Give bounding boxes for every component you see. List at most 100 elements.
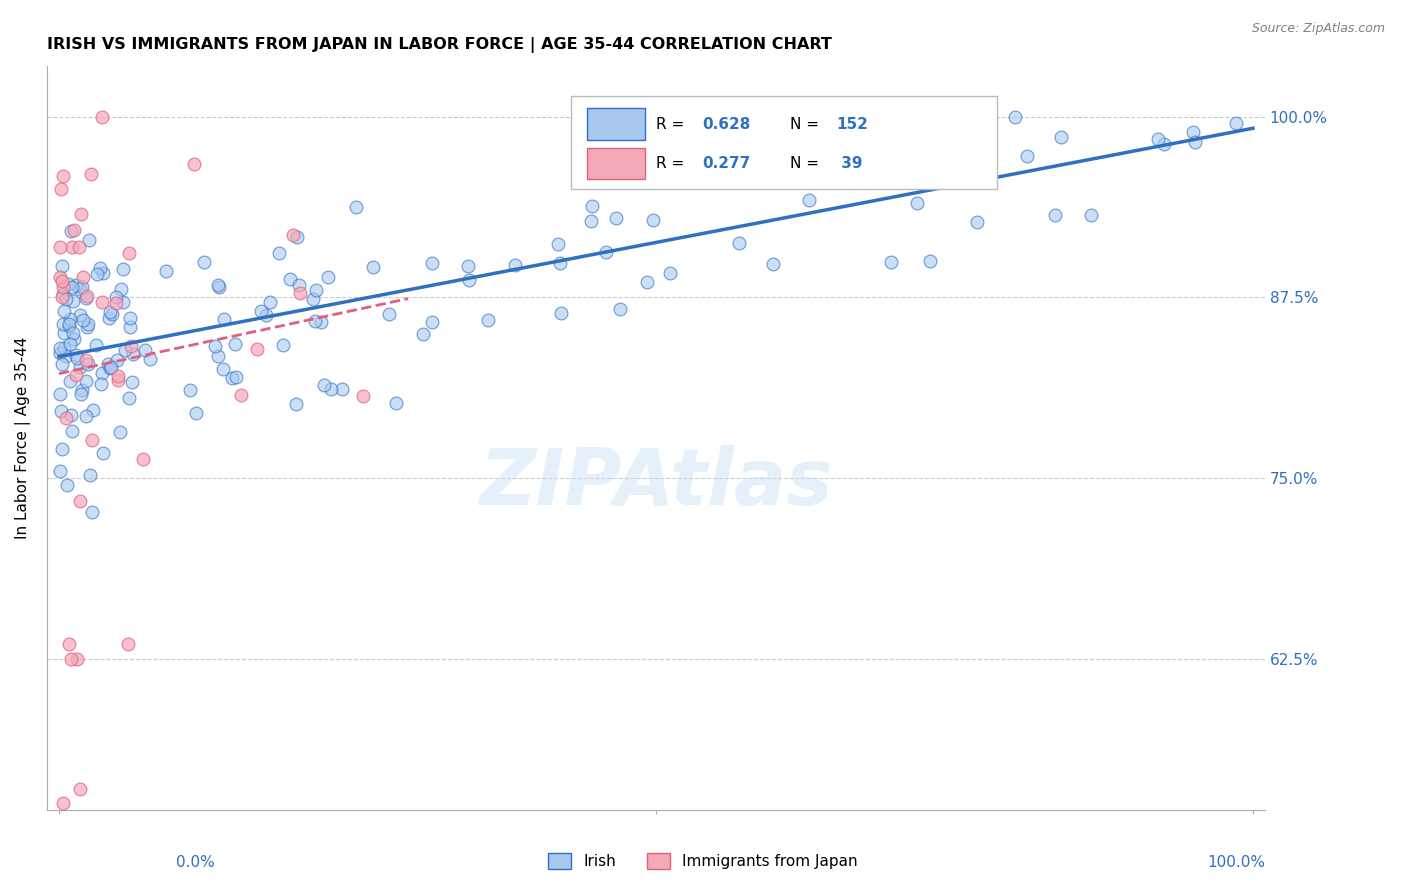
Point	[49, 182, 72, 196]
Point	[285, 397, 308, 411]
Text: 0.277: 0.277	[702, 156, 751, 171]
Point	[49, 464, 72, 478]
Point	[77, 357, 100, 371]
Point	[658, 266, 681, 280]
Point	[51, 404, 73, 418]
Point	[422, 256, 444, 270]
Point	[134, 343, 156, 358]
Point	[53, 341, 76, 355]
Point	[90, 377, 112, 392]
Point	[100, 307, 122, 321]
Point	[207, 349, 229, 363]
Point	[49, 240, 72, 254]
Point	[70, 279, 93, 293]
Point	[75, 409, 97, 423]
Point	[76, 320, 98, 334]
Point	[225, 370, 247, 384]
Point	[641, 212, 664, 227]
Point	[1146, 132, 1168, 146]
Point	[59, 408, 82, 422]
Text: 0.0%: 0.0%	[176, 855, 215, 870]
Point	[246, 342, 269, 356]
Point	[231, 388, 253, 402]
Point	[80, 167, 103, 181]
Point	[110, 282, 132, 296]
Point	[51, 287, 73, 301]
Point	[319, 382, 342, 396]
Point	[118, 246, 141, 260]
Point	[111, 262, 134, 277]
Point	[208, 280, 231, 294]
Point	[104, 296, 127, 310]
Point	[80, 433, 103, 447]
Point	[385, 395, 408, 409]
Point	[224, 337, 246, 351]
Point	[352, 389, 374, 403]
Point	[112, 295, 135, 310]
Point	[420, 315, 443, 329]
Point	[212, 362, 235, 376]
Point	[82, 505, 104, 519]
Point	[69, 493, 91, 508]
Point	[302, 292, 325, 306]
Point	[728, 236, 751, 251]
Point	[250, 304, 273, 318]
Point	[581, 214, 603, 228]
Point	[60, 279, 83, 293]
Point	[271, 337, 294, 351]
Text: R =: R =	[657, 156, 689, 171]
Point	[65, 348, 87, 362]
Point	[929, 167, 952, 181]
Point	[458, 273, 481, 287]
Point	[52, 169, 75, 184]
Point	[887, 158, 910, 172]
Point	[412, 327, 434, 342]
Point	[82, 403, 104, 417]
Point	[107, 369, 129, 384]
Point	[63, 223, 86, 237]
Point	[121, 375, 143, 389]
Point	[56, 277, 79, 292]
Point	[901, 121, 924, 136]
Point	[207, 278, 229, 293]
Point	[69, 282, 91, 296]
Point	[62, 332, 84, 346]
Point	[762, 257, 785, 271]
Point	[221, 370, 243, 384]
Point	[60, 424, 83, 438]
Point	[76, 288, 98, 302]
Point	[110, 425, 132, 439]
Point	[581, 199, 603, 213]
Point	[312, 377, 335, 392]
Point	[105, 290, 128, 304]
Point	[259, 294, 281, 309]
Point	[59, 337, 82, 351]
Point	[283, 228, 305, 243]
Point	[503, 258, 526, 272]
Point	[749, 139, 772, 153]
Point	[1015, 148, 1038, 162]
Point	[62, 293, 84, 308]
Point	[905, 196, 928, 211]
Point	[65, 277, 87, 292]
Point	[122, 347, 145, 361]
Point	[72, 383, 94, 397]
Text: 39: 39	[837, 156, 863, 171]
Point	[97, 310, 120, 325]
Point	[547, 237, 569, 252]
Point	[66, 651, 89, 665]
Text: 0.628: 0.628	[702, 117, 751, 131]
Point	[67, 240, 90, 254]
Legend: Irish, Immigrants from Japan: Irish, Immigrants from Japan	[543, 847, 863, 875]
Point	[58, 637, 80, 651]
Point	[60, 239, 83, 253]
Point	[100, 359, 122, 374]
Point	[477, 313, 499, 327]
Point	[120, 319, 142, 334]
Point	[830, 110, 852, 124]
Point	[90, 110, 112, 124]
Point	[330, 382, 353, 396]
Point	[52, 317, 75, 331]
Point	[90, 367, 112, 381]
Point	[910, 130, 932, 145]
